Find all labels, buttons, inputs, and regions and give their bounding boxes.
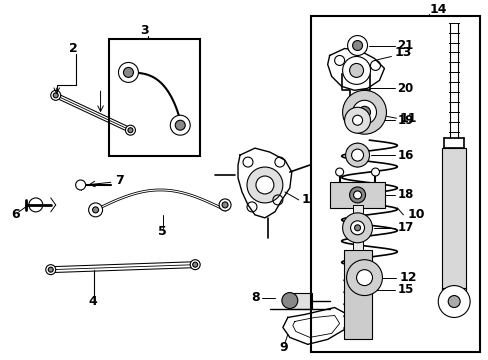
Circle shape — [352, 115, 362, 125]
Circle shape — [354, 225, 360, 231]
Text: 5: 5 — [158, 225, 167, 238]
Circle shape — [92, 207, 99, 213]
Circle shape — [352, 100, 376, 124]
Text: 7: 7 — [115, 174, 124, 186]
Text: 13: 13 — [394, 46, 411, 59]
Circle shape — [46, 265, 56, 275]
Text: 6: 6 — [11, 208, 20, 221]
Circle shape — [346, 260, 382, 296]
Circle shape — [349, 63, 363, 77]
Text: 2: 2 — [68, 42, 77, 55]
Bar — [289, 293, 311, 309]
Circle shape — [356, 270, 372, 285]
Circle shape — [349, 187, 365, 203]
Text: 20: 20 — [397, 82, 413, 95]
Circle shape — [371, 168, 379, 176]
Text: 11: 11 — [399, 112, 416, 125]
Bar — [343, 250, 371, 339]
Circle shape — [447, 296, 459, 307]
Bar — [329, 182, 385, 208]
Bar — [352, 205, 362, 250]
Text: 19: 19 — [397, 114, 413, 127]
Circle shape — [118, 62, 138, 82]
Text: 17: 17 — [397, 221, 413, 234]
Text: 18: 18 — [397, 188, 413, 202]
Circle shape — [358, 106, 370, 118]
Polygon shape — [282, 307, 347, 345]
Circle shape — [175, 120, 185, 130]
Circle shape — [53, 93, 58, 98]
Text: 12: 12 — [399, 271, 416, 284]
Bar — [310, 15, 479, 352]
Circle shape — [281, 293, 297, 309]
Circle shape — [246, 167, 282, 203]
Bar — [441, 148, 465, 288]
Circle shape — [123, 67, 133, 77]
Circle shape — [342, 213, 372, 243]
Circle shape — [192, 262, 197, 267]
Circle shape — [353, 191, 361, 199]
Circle shape — [170, 115, 190, 135]
Circle shape — [335, 168, 343, 176]
Circle shape — [350, 221, 364, 235]
Circle shape — [352, 41, 362, 50]
Text: 16: 16 — [397, 149, 413, 162]
Circle shape — [51, 90, 61, 100]
Circle shape — [76, 180, 85, 190]
Text: 14: 14 — [428, 3, 446, 16]
Text: 8: 8 — [251, 291, 260, 304]
Circle shape — [342, 57, 370, 84]
Bar — [108, 39, 200, 156]
Circle shape — [48, 267, 53, 272]
Text: 1: 1 — [301, 193, 310, 206]
Text: 10: 10 — [407, 208, 424, 221]
Circle shape — [351, 149, 363, 161]
Text: 21: 21 — [397, 39, 413, 52]
Circle shape — [125, 125, 135, 135]
Circle shape — [222, 202, 227, 208]
Circle shape — [88, 203, 102, 217]
Circle shape — [344, 107, 370, 133]
Circle shape — [219, 199, 230, 211]
Circle shape — [190, 260, 200, 270]
Circle shape — [345, 143, 369, 167]
Polygon shape — [327, 49, 384, 90]
Circle shape — [255, 176, 273, 194]
Circle shape — [128, 128, 133, 133]
Circle shape — [342, 90, 386, 134]
Text: 9: 9 — [279, 341, 288, 354]
Circle shape — [347, 36, 367, 55]
Text: 4: 4 — [88, 295, 97, 308]
Text: 15: 15 — [397, 283, 413, 296]
Text: 3: 3 — [140, 24, 149, 37]
Circle shape — [437, 285, 469, 318]
